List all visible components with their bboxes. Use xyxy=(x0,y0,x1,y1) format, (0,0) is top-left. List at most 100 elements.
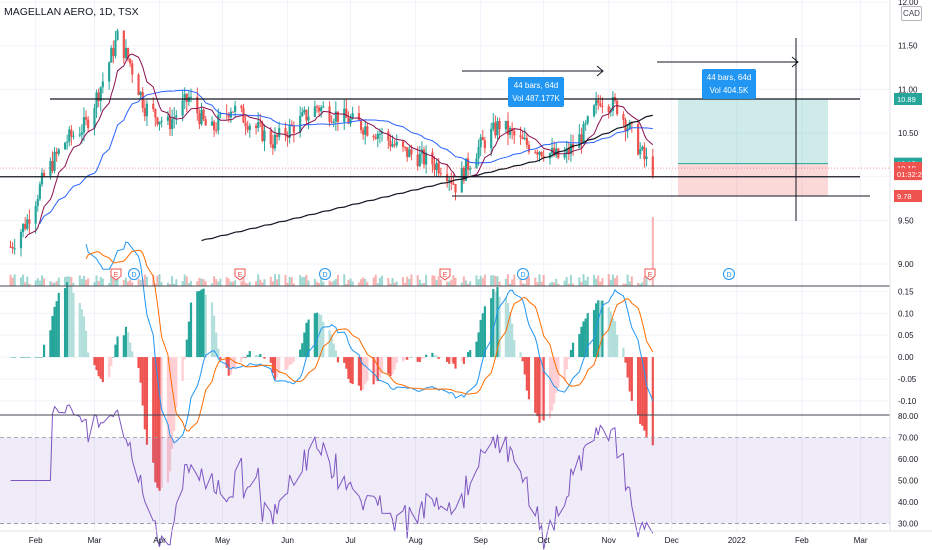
candle[interactable] xyxy=(139,91,142,96)
candle[interactable] xyxy=(435,162,438,171)
candle[interactable] xyxy=(431,152,434,165)
candle[interactable] xyxy=(393,144,396,146)
candle[interactable] xyxy=(616,100,619,115)
dividend-marker[interactable] xyxy=(319,268,331,280)
candle[interactable] xyxy=(462,167,465,181)
candle[interactable] xyxy=(378,133,382,135)
candle[interactable] xyxy=(651,156,654,176)
candle[interactable] xyxy=(347,117,350,124)
candle[interactable] xyxy=(645,156,648,160)
candle[interactable] xyxy=(523,137,526,140)
candle[interactable] xyxy=(301,112,304,116)
candle[interactable] xyxy=(592,105,596,117)
arrow-2[interactable] xyxy=(657,56,799,68)
candle[interactable] xyxy=(141,91,144,109)
candle[interactable] xyxy=(469,168,472,170)
candle[interactable] xyxy=(496,121,499,136)
candle[interactable] xyxy=(78,134,81,136)
candle[interactable] xyxy=(196,96,199,114)
candle[interactable] xyxy=(160,120,163,122)
candle[interactable] xyxy=(599,103,602,106)
candle[interactable] xyxy=(553,147,556,156)
candle[interactable] xyxy=(362,130,365,135)
earnings-marker[interactable] xyxy=(439,268,451,281)
candle[interactable] xyxy=(219,113,222,115)
measure-label-2[interactable]: 44 bars, 64d Vol 404.5K xyxy=(702,69,756,99)
candle[interactable] xyxy=(204,119,207,126)
candle[interactable] xyxy=(227,113,230,118)
candle[interactable] xyxy=(464,158,468,181)
candle[interactable] xyxy=(200,109,203,125)
candle[interactable] xyxy=(313,106,316,117)
candle[interactable] xyxy=(404,146,407,148)
candle[interactable] xyxy=(433,164,436,171)
candle[interactable] xyxy=(641,146,644,150)
candle[interactable] xyxy=(34,205,37,224)
candle[interactable] xyxy=(116,30,119,41)
candle[interactable] xyxy=(322,106,325,108)
candle[interactable] xyxy=(143,108,146,117)
dividend-marker[interactable] xyxy=(128,268,140,280)
candle[interactable] xyxy=(506,120,510,135)
candle[interactable] xyxy=(166,116,170,121)
candle[interactable] xyxy=(244,122,247,127)
candle[interactable] xyxy=(240,105,243,108)
candle[interactable] xyxy=(80,132,83,135)
candle[interactable] xyxy=(336,111,340,122)
candle[interactable] xyxy=(24,223,27,229)
candle[interactable] xyxy=(198,113,201,125)
candle[interactable] xyxy=(299,115,302,133)
candle[interactable] xyxy=(637,123,640,155)
candle[interactable] xyxy=(38,184,41,200)
candle[interactable] xyxy=(231,111,235,113)
candle[interactable] xyxy=(525,137,528,145)
macd-pane[interactable] xyxy=(0,241,890,491)
candle[interactable] xyxy=(557,148,560,158)
candle[interactable] xyxy=(215,129,218,131)
candle[interactable] xyxy=(269,130,272,145)
candle[interactable] xyxy=(513,130,516,136)
candle[interactable] xyxy=(483,140,486,149)
candle[interactable] xyxy=(401,141,405,147)
candle[interactable] xyxy=(171,119,174,130)
candle[interactable] xyxy=(189,96,193,98)
candle[interactable] xyxy=(95,92,98,108)
position-profit-zone[interactable] xyxy=(678,98,828,164)
candle[interactable] xyxy=(481,137,484,141)
candle[interactable] xyxy=(210,121,214,126)
candle[interactable] xyxy=(68,129,71,142)
candle[interactable] xyxy=(84,117,88,120)
candle[interactable] xyxy=(286,135,289,138)
candle[interactable] xyxy=(391,144,394,147)
candle[interactable] xyxy=(292,125,295,133)
candle[interactable] xyxy=(374,137,377,139)
candle[interactable] xyxy=(643,146,646,160)
earnings-marker[interactable] xyxy=(234,268,246,281)
candle[interactable] xyxy=(439,173,442,175)
candle[interactable] xyxy=(82,117,86,133)
candle[interactable] xyxy=(51,161,54,171)
position-tool[interactable] xyxy=(678,98,828,196)
candle[interactable] xyxy=(345,108,348,118)
candle[interactable] xyxy=(639,149,642,155)
candle[interactable] xyxy=(254,125,258,128)
position-loss-zone[interactable] xyxy=(678,163,828,196)
candle[interactable] xyxy=(49,161,52,176)
candle[interactable] xyxy=(284,128,287,136)
candle[interactable] xyxy=(131,63,134,75)
candle[interactable] xyxy=(536,152,539,155)
candle[interactable] xyxy=(55,151,58,154)
candle[interactable] xyxy=(261,122,264,142)
candle[interactable] xyxy=(366,126,369,136)
candle[interactable] xyxy=(330,121,333,123)
candle[interactable] xyxy=(508,128,512,135)
candle[interactable] xyxy=(376,133,379,139)
candle[interactable] xyxy=(569,143,573,155)
candle[interactable] xyxy=(490,128,493,149)
candle[interactable] xyxy=(555,148,558,156)
dividend-marker[interactable] xyxy=(723,268,735,280)
earnings-marker[interactable] xyxy=(110,268,122,281)
candle[interactable] xyxy=(320,107,323,112)
